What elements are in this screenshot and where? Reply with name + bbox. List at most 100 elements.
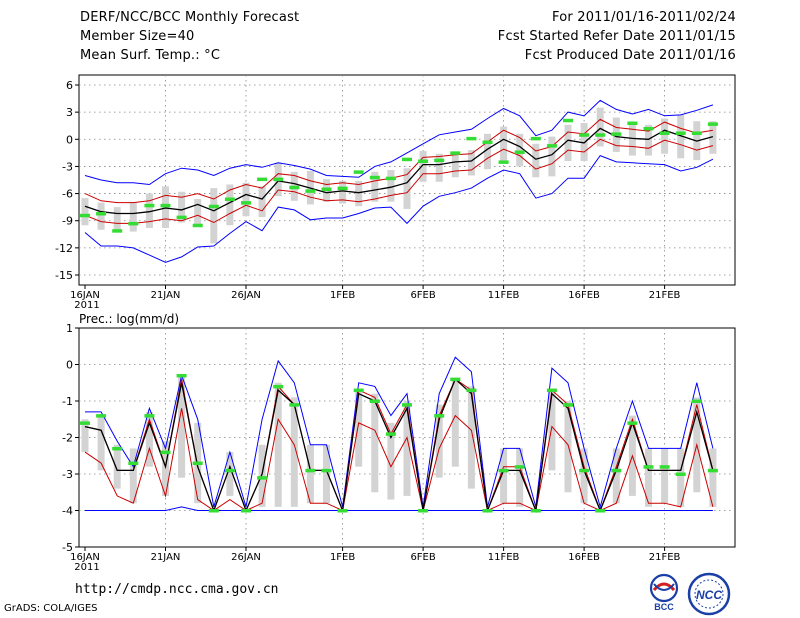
temp-spread-box xyxy=(210,188,218,244)
temp-spread-box xyxy=(467,150,475,176)
prec-spread-box xyxy=(371,393,379,493)
temp-y-tick-label: 3 xyxy=(66,106,73,119)
prec-marker xyxy=(80,421,90,425)
temp-x-tick-label: 26JAN xyxy=(231,290,261,301)
temp-y-tick-label: -6 xyxy=(62,188,73,201)
temp-spread-box xyxy=(484,133,491,170)
prec-marker xyxy=(273,384,284,389)
prec-marker xyxy=(321,468,332,473)
prec-x-tick-label: 6FEB xyxy=(410,552,435,563)
temp-marker xyxy=(402,157,412,162)
prec-y-tick-label: -1 xyxy=(62,395,73,408)
produced-date-label: Fcst Produced Date 2011/01/16 xyxy=(524,48,736,63)
temp-marker xyxy=(321,187,332,192)
temp-y-tick-label: -9 xyxy=(62,215,73,228)
prec-marker xyxy=(305,468,316,473)
temp-marker xyxy=(289,185,300,190)
temp-spread-box xyxy=(403,168,411,209)
prec-x-tick-label: 11FEB xyxy=(488,552,520,563)
temp-marker xyxy=(546,144,557,148)
prec-marker xyxy=(353,388,364,393)
temp-marker xyxy=(160,203,171,208)
temp-spread-box xyxy=(435,153,443,182)
prec-marker xyxy=(224,468,235,473)
prec-x-tick-label: 26JAN xyxy=(231,552,261,563)
prec-marker xyxy=(514,465,525,469)
temp-y-tick-label: -15 xyxy=(55,269,73,282)
temp-marker xyxy=(530,136,541,141)
temp-marker xyxy=(192,223,203,228)
prec-marker xyxy=(611,468,622,473)
temp-marker xyxy=(112,229,123,233)
prec-x-tick-label: 16JAN xyxy=(70,552,100,563)
temp-spread-box xyxy=(355,180,363,207)
prec-spread-box xyxy=(323,444,330,504)
prec-x-tick-label: 1FEB xyxy=(330,552,355,563)
temp-spread-box xyxy=(145,193,153,228)
temp-marker xyxy=(337,186,348,191)
temp-marker xyxy=(273,177,284,182)
prec-y-tick-label: 0 xyxy=(66,359,73,372)
grads-credit: GrADS: COLA/IGES xyxy=(4,603,98,614)
temp-spread-box xyxy=(516,133,524,167)
temp-spread-box xyxy=(419,151,427,182)
prec-marker xyxy=(385,432,396,436)
prec-marker xyxy=(498,468,509,473)
prec-mean-line xyxy=(84,377,714,514)
source-url[interactable]: http://cmdp.ncc.cma.gov.cn xyxy=(75,582,279,597)
temp-marker xyxy=(224,197,235,201)
chart-title: DERF/NCC/BCC Monthly Forecast xyxy=(80,10,300,25)
prec-spread-box xyxy=(661,448,669,504)
temp-spread-box xyxy=(709,121,717,154)
temp-marker xyxy=(434,158,445,163)
prec-marker xyxy=(691,399,702,403)
prec-marker xyxy=(659,465,670,469)
temp-plot-frame xyxy=(78,74,736,286)
ncc-logo-text: NCC xyxy=(696,588,722,602)
temp-y-tick-label: 0 xyxy=(66,133,73,146)
temp-x-tick-label: 6FEB xyxy=(410,290,435,301)
prec-marker xyxy=(627,421,638,425)
temp-spread-box xyxy=(387,170,395,202)
prec-spread-box xyxy=(677,448,685,507)
prec-spread-box xyxy=(274,382,282,507)
prec-spread-box xyxy=(355,390,363,467)
prec-spread-box xyxy=(516,448,524,507)
temp-spread-box xyxy=(258,186,266,218)
temp-marker xyxy=(257,177,268,182)
prec-lower-line xyxy=(84,408,714,512)
temp-marker xyxy=(659,131,670,135)
prec-y-tick-label: -5 xyxy=(62,541,73,554)
temp-spread-box xyxy=(564,124,572,161)
temp-marker xyxy=(369,175,380,180)
temp-marker xyxy=(385,176,396,181)
temp-spread-box xyxy=(371,171,379,202)
prec-marker xyxy=(144,414,155,418)
prec-spread-box xyxy=(178,375,186,478)
temp-spread-box xyxy=(661,118,669,154)
temp-x-tick-label: 16FEB xyxy=(568,290,600,301)
start-date-label: Fcst Started Refer Date 2011/01/15 xyxy=(497,29,736,44)
temp-spread-box xyxy=(113,207,121,232)
temp-marker xyxy=(611,132,622,136)
prec-marker xyxy=(530,509,541,513)
member-size-label: Member Size=40 xyxy=(80,29,195,44)
prec-marker xyxy=(707,468,718,473)
prec-x-year-label: 2011 xyxy=(74,562,99,573)
prec-marker xyxy=(241,509,251,513)
prec-marker xyxy=(208,509,219,513)
prec-marker xyxy=(563,403,573,407)
prec-marker xyxy=(434,414,445,418)
temp-spread-box xyxy=(596,107,604,147)
prec-spread-box xyxy=(306,444,314,504)
temp-lower-line xyxy=(84,138,714,224)
temp-y-tick-label: 6 xyxy=(66,79,73,92)
temp-marker xyxy=(144,203,155,208)
temp-spread-box xyxy=(178,191,186,223)
forecast-period-label: For 2011/01/16-2011/02/24 xyxy=(552,10,736,25)
prec-marker xyxy=(257,476,268,480)
temp-marker xyxy=(691,131,702,135)
temp-min-line xyxy=(84,154,714,263)
temp-marker xyxy=(305,189,316,193)
prec-min-line xyxy=(85,506,713,511)
